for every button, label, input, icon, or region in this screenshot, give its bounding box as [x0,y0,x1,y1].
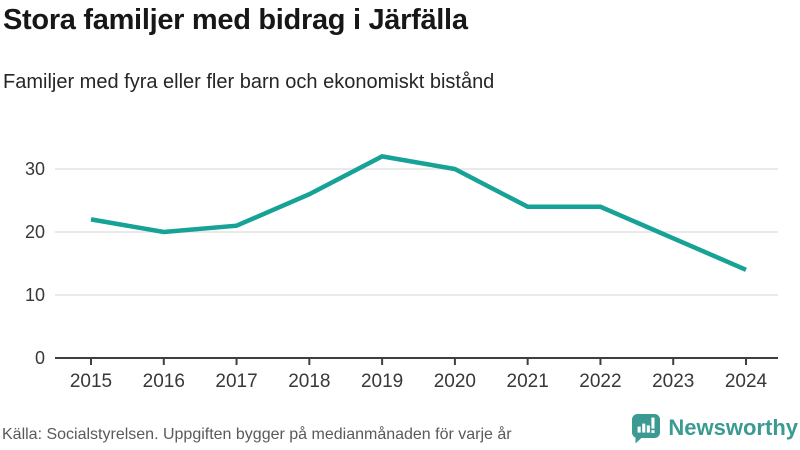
logo-bubble-tail [635,434,644,444]
x-tick-label: 2017 [215,371,257,392]
logo-bar-1 [638,426,642,433]
logo-exclamation-dot [651,430,655,433]
x-tick-label: 2022 [579,371,621,392]
y-tick-label: 20 [25,222,45,242]
x-tick-label: 2015 [70,371,112,392]
y-tick-label: 0 [35,348,45,368]
newsworthy-bubble-chart-icon [632,414,661,444]
data-line [90,154,747,272]
brand-name: Newsworthy [668,415,798,440]
chart-subtitle: Familjer med fyra eller fler barn och ek… [3,71,495,93]
x-tick-label: 2024 [725,371,768,392]
x-tick-label: 2023 [652,371,694,392]
logo-bar-2 [642,423,646,433]
logo-exclamation-bar [651,417,655,429]
x-tick-label: 2021 [507,371,549,392]
newsworthy-logo[interactable]: Newsworthy [630,412,798,444]
chart-title: Stora familjer med bidrag i Järfälla [3,4,468,36]
logo-bar-3 [647,425,651,433]
source-note: Källa: Socialstyrelsen. Uppgiften bygger… [2,426,512,443]
x-tick-label: 2019 [361,371,403,392]
y-tick-label: 10 [25,285,45,305]
x-tick-label: 2020 [434,371,476,392]
x-tick-label: 2016 [143,371,185,392]
x-tick-label: 2018 [288,371,330,392]
y-tick-label: 30 [25,159,45,179]
